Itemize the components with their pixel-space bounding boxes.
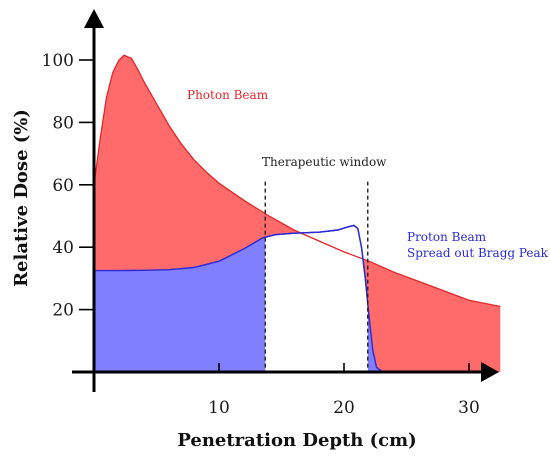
- x-tick-label: 30: [458, 398, 480, 418]
- x-ticks: 10 20 30: [208, 363, 480, 418]
- y-axis-arrowhead: [84, 9, 104, 28]
- therapeutic-window-region: [265, 225, 368, 372]
- photon-beam-label: Photon Beam: [187, 88, 269, 102]
- x-axis-title: Penetration Depth (cm): [177, 430, 416, 451]
- x-tick-label: 20: [333, 398, 355, 418]
- x-tick-label: 10: [208, 398, 230, 418]
- bragg-peak-label: Spread out Bragg Peak: [407, 246, 549, 260]
- y-tick-label: 40: [52, 238, 74, 258]
- photon-beam-line: [93, 54, 501, 308]
- y-tick-label: 80: [52, 113, 74, 133]
- x-axis: [72, 362, 499, 382]
- y-tick-label: 100: [42, 51, 74, 71]
- y-ticks: 20 40 60 80 100: [42, 51, 94, 321]
- y-axis: [84, 9, 104, 392]
- proton-beam-line: [94, 224, 407, 373]
- y-tick-label: 20: [52, 301, 74, 321]
- x-axis-arrowhead: [481, 362, 499, 382]
- y-axis-title: Relative Dose (%): [11, 109, 32, 287]
- therapeutic-window-label: Therapeutic window: [262, 155, 387, 169]
- y-tick-label: 60: [52, 176, 74, 196]
- proton-beam-label: Proton Beam: [407, 230, 487, 244]
